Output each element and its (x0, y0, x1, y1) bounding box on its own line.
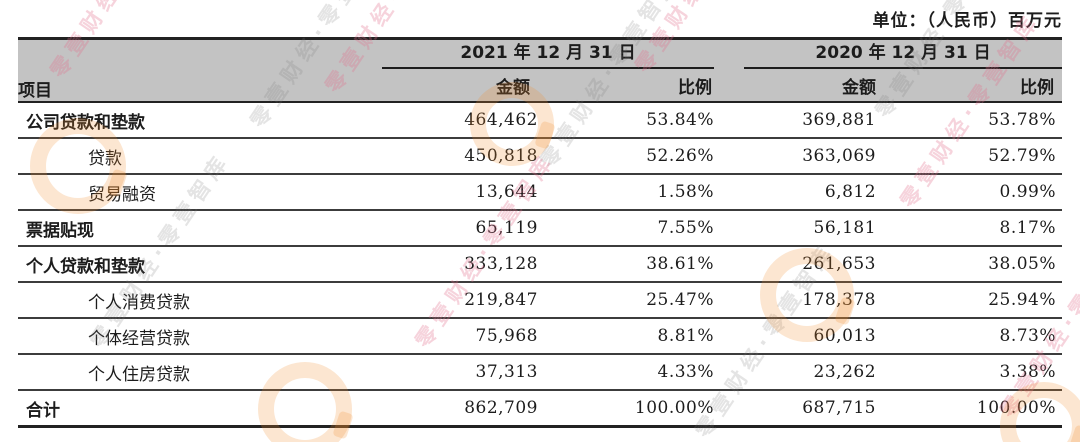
column-group-2020: 2020 年 12 月 31 日 (716, 39, 1063, 69)
row-label: 个体经营贷款 (18, 318, 372, 355)
amount-2020-cell: 261,653 (716, 246, 879, 283)
amount-2020-cell: 6,812 (716, 174, 879, 211)
amount-2021-cell: 464,462 (372, 102, 540, 139)
amount-2021-cell: 450,818 (372, 138, 540, 175)
ratio-2020-cell: 8.73% (878, 318, 1063, 355)
amount-2020-cell: 687,715 (716, 390, 879, 428)
amount-2021-cell: 333,128 (372, 246, 540, 283)
amount-2020-cell: 369,881 (716, 102, 879, 139)
table-body: 公司贷款和垫款 464,462 53.84% 369,881 53.78% 贷款… (18, 102, 1063, 428)
ratio-2021-cell: 25.47% (540, 282, 717, 319)
column-group-2021-label: 2021 年 12 月 31 日 (382, 40, 715, 69)
table-row-total: 合计 862,709 100.00% 687,715 100.00% (18, 390, 1063, 428)
row-label: 票据贴现 (18, 210, 372, 247)
table-row: 个人贷款和垫款 333,128 38.61% 261,653 38.05% (18, 246, 1063, 283)
ratio-2021-cell: 7.55% (540, 210, 717, 247)
loan-breakdown-table: 项目 2021 年 12 月 31 日 2020 年 12 月 31 日 金额 … (18, 37, 1063, 428)
row-label: 合计 (18, 390, 372, 428)
column-header-amount-2021: 金额 (496, 77, 530, 98)
table-row: 个体经营贷款 75,968 8.81% 60,013 8.73% (18, 318, 1063, 355)
table-row: 贸易融资 13,644 1.58% 6,812 0.99% (18, 174, 1063, 211)
ratio-2021-cell: 52.26% (540, 138, 717, 175)
ratio-2020-cell: 53.78% (878, 102, 1063, 139)
amount-2020-cell: 60,013 (716, 318, 879, 355)
ratio-2020-cell: 38.05% (878, 246, 1063, 283)
amount-2021-cell: 219,847 (372, 282, 540, 319)
table-row: 个人住房贷款 37,313 4.33% 23,262 3.38% (18, 354, 1063, 391)
ratio-2020-cell: 52.79% (878, 138, 1063, 175)
amount-2020-cell: 23,262 (716, 354, 879, 391)
ratio-2021-cell: 1.58% (540, 174, 717, 211)
ratio-2021-cell: 100.00% (540, 390, 717, 428)
row-label: 个人消费贷款 (18, 282, 372, 319)
column-header-ratio-2020: 比例 (1020, 77, 1055, 98)
column-header-amount-2020: 金额 (842, 77, 877, 98)
amount-2020-cell: 363,069 (716, 138, 879, 175)
row-label: 个人住房贷款 (18, 354, 372, 391)
ratio-2021-cell: 4.33% (540, 354, 717, 391)
ratio-2021-cell: 38.61% (540, 246, 717, 283)
column-group-2021: 2021 年 12 月 31 日 (372, 39, 716, 69)
amount-2020-cell: 56,181 (716, 210, 879, 247)
table-row: 个人消费贷款 219,847 25.47% 178,378 25.94% (18, 282, 1063, 319)
ratio-2021-cell: 8.81% (540, 318, 717, 355)
ratio-2021-cell: 53.84% (540, 102, 717, 139)
row-label: 公司贷款和垫款 (18, 102, 372, 139)
unit-label: 单位：（人民币）百万元 (872, 11, 1062, 31)
column-header-ratio-2021: 比例 (678, 77, 713, 98)
column-group-2020-label: 2020 年 12 月 31 日 (744, 40, 1063, 69)
table-row: 公司贷款和垫款 464,462 53.84% 369,881 53.78% (18, 102, 1063, 139)
ratio-2020-cell: 100.00% (878, 390, 1063, 428)
amount-2021-cell: 862,709 (372, 390, 540, 428)
amount-2020-cell: 178,378 (716, 282, 879, 319)
loan-breakdown-table-wrap: 项目 2021 年 12 月 31 日 2020 年 12 月 31 日 金额 … (18, 37, 1063, 428)
ratio-2020-cell: 3.38% (878, 354, 1063, 391)
table-row: 贷款 450,818 52.26% 363,069 52.79% (18, 138, 1063, 175)
row-label: 贸易融资 (18, 174, 372, 211)
amount-2021-cell: 75,968 (372, 318, 540, 355)
column-header-item: 项目 (18, 81, 52, 101)
amount-2021-cell: 65,119 (372, 210, 540, 247)
table-row: 票据贴现 65,119 7.55% 56,181 8.17% (18, 210, 1063, 247)
ratio-2020-cell: 0.99% (878, 174, 1063, 211)
table-header: 项目 2021 年 12 月 31 日 2020 年 12 月 31 日 金额 … (18, 38, 1063, 102)
amount-2021-cell: 13,644 (372, 174, 540, 211)
row-label: 个人贷款和垫款 (18, 246, 372, 283)
ratio-2020-cell: 25.94% (878, 282, 1063, 319)
ratio-2020-cell: 8.17% (878, 210, 1063, 247)
amount-2021-cell: 37,313 (372, 354, 540, 391)
row-label: 贷款 (18, 138, 372, 175)
